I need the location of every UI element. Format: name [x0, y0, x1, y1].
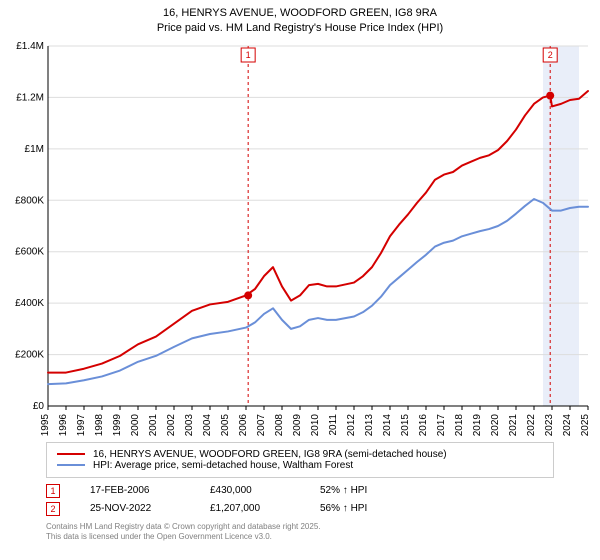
marker-box-1: 1: [46, 484, 60, 498]
svg-text:2019: 2019: [472, 413, 483, 435]
svg-text:2015: 2015: [400, 413, 411, 435]
svg-text:2025: 2025: [580, 413, 591, 435]
svg-text:£400K: £400K: [15, 298, 44, 309]
svg-text:2018: 2018: [454, 413, 465, 435]
svg-text:1999: 1999: [112, 413, 123, 435]
svg-text:2016: 2016: [418, 413, 429, 435]
svg-text:2005: 2005: [220, 413, 231, 435]
legend-swatch-1: [57, 453, 85, 455]
marker-diff-1: 52% ↑ HPI: [320, 485, 367, 496]
svg-text:2013: 2013: [364, 413, 375, 435]
attribution-line-2: This data is licensed under the Open Gov…: [46, 532, 554, 542]
marker-price-2: £1,207,000: [210, 503, 290, 514]
svg-text:2000: 2000: [130, 413, 141, 435]
legend-row-1: 16, HENRYS AVENUE, WOODFORD GREEN, IG8 9…: [57, 449, 543, 460]
svg-text:1996: 1996: [58, 413, 69, 435]
svg-text:£800K: £800K: [15, 195, 44, 206]
svg-text:1: 1: [246, 50, 251, 60]
svg-text:2010: 2010: [310, 413, 321, 435]
svg-text:2022: 2022: [526, 413, 537, 435]
legend-label-2: HPI: Average price, semi-detached house,…: [93, 460, 353, 471]
svg-text:£1M: £1M: [25, 144, 44, 155]
legend-swatch-2: [57, 464, 85, 466]
svg-text:2001: 2001: [148, 413, 159, 435]
svg-text:2009: 2009: [292, 413, 303, 435]
svg-text:2023: 2023: [544, 413, 555, 435]
title-line-2: Price paid vs. HM Land Registry's House …: [0, 21, 600, 36]
title-line-1: 16, HENRYS AVENUE, WOODFORD GREEN, IG8 9…: [0, 6, 600, 21]
svg-text:1998: 1998: [94, 413, 105, 435]
svg-text:2003: 2003: [184, 413, 195, 435]
marker-date-2: 25-NOV-2022: [90, 503, 180, 514]
svg-text:2014: 2014: [382, 413, 393, 435]
marker-box-2: 2: [46, 502, 60, 516]
svg-text:2008: 2008: [274, 413, 285, 435]
marker-diff-2: 56% ↑ HPI: [320, 503, 367, 514]
svg-text:2020: 2020: [490, 413, 501, 435]
marker-row-1: 1 17-FEB-2006 £430,000 52% ↑ HPI: [46, 482, 554, 500]
legend-label-1: 16, HENRYS AVENUE, WOODFORD GREEN, IG8 9…: [93, 449, 447, 460]
marker-price-1: £430,000: [210, 485, 290, 496]
svg-text:£200K: £200K: [15, 349, 44, 360]
svg-text:£0: £0: [33, 401, 45, 412]
marker-table: 1 17-FEB-2006 £430,000 52% ↑ HPI 2 25-NO…: [46, 482, 554, 518]
svg-text:1997: 1997: [76, 413, 87, 435]
svg-text:£600K: £600K: [15, 246, 44, 257]
marker-row-2: 2 25-NOV-2022 £1,207,000 56% ↑ HPI: [46, 500, 554, 518]
svg-text:2: 2: [548, 50, 553, 60]
svg-text:2021: 2021: [508, 413, 519, 435]
svg-text:2012: 2012: [346, 413, 357, 435]
svg-text:£1.2M: £1.2M: [16, 92, 44, 103]
svg-text:2007: 2007: [256, 413, 267, 435]
attribution-line-1: Contains HM Land Registry data © Crown c…: [46, 522, 554, 532]
svg-text:1995: 1995: [40, 413, 51, 435]
chart-container: £0 £200K £400K £600K £800K £1M £1.2M £1.4M 1995 1…: [0, 40, 600, 436]
chart-svg: £0 £200K £400K £600K £800K £1M £1.2M £1.4M 1995 1…: [0, 40, 600, 436]
svg-text:2017: 2017: [436, 413, 447, 435]
svg-text:2002: 2002: [166, 413, 177, 435]
attribution-block: Contains HM Land Registry data © Crown c…: [46, 522, 554, 542]
svg-text:2004: 2004: [202, 413, 213, 435]
svg-text:£1.4M: £1.4M: [16, 41, 44, 52]
svg-text:2006: 2006: [238, 413, 249, 435]
legend-box: 16, HENRYS AVENUE, WOODFORD GREEN, IG8 9…: [46, 442, 554, 478]
legend-row-2: HPI: Average price, semi-detached house,…: [57, 460, 543, 471]
chart-title-block: 16, HENRYS AVENUE, WOODFORD GREEN, IG8 9…: [0, 0, 600, 40]
svg-text:2011: 2011: [328, 413, 339, 435]
marker-date-1: 17-FEB-2006: [90, 485, 180, 496]
svg-text:2024: 2024: [562, 413, 573, 435]
